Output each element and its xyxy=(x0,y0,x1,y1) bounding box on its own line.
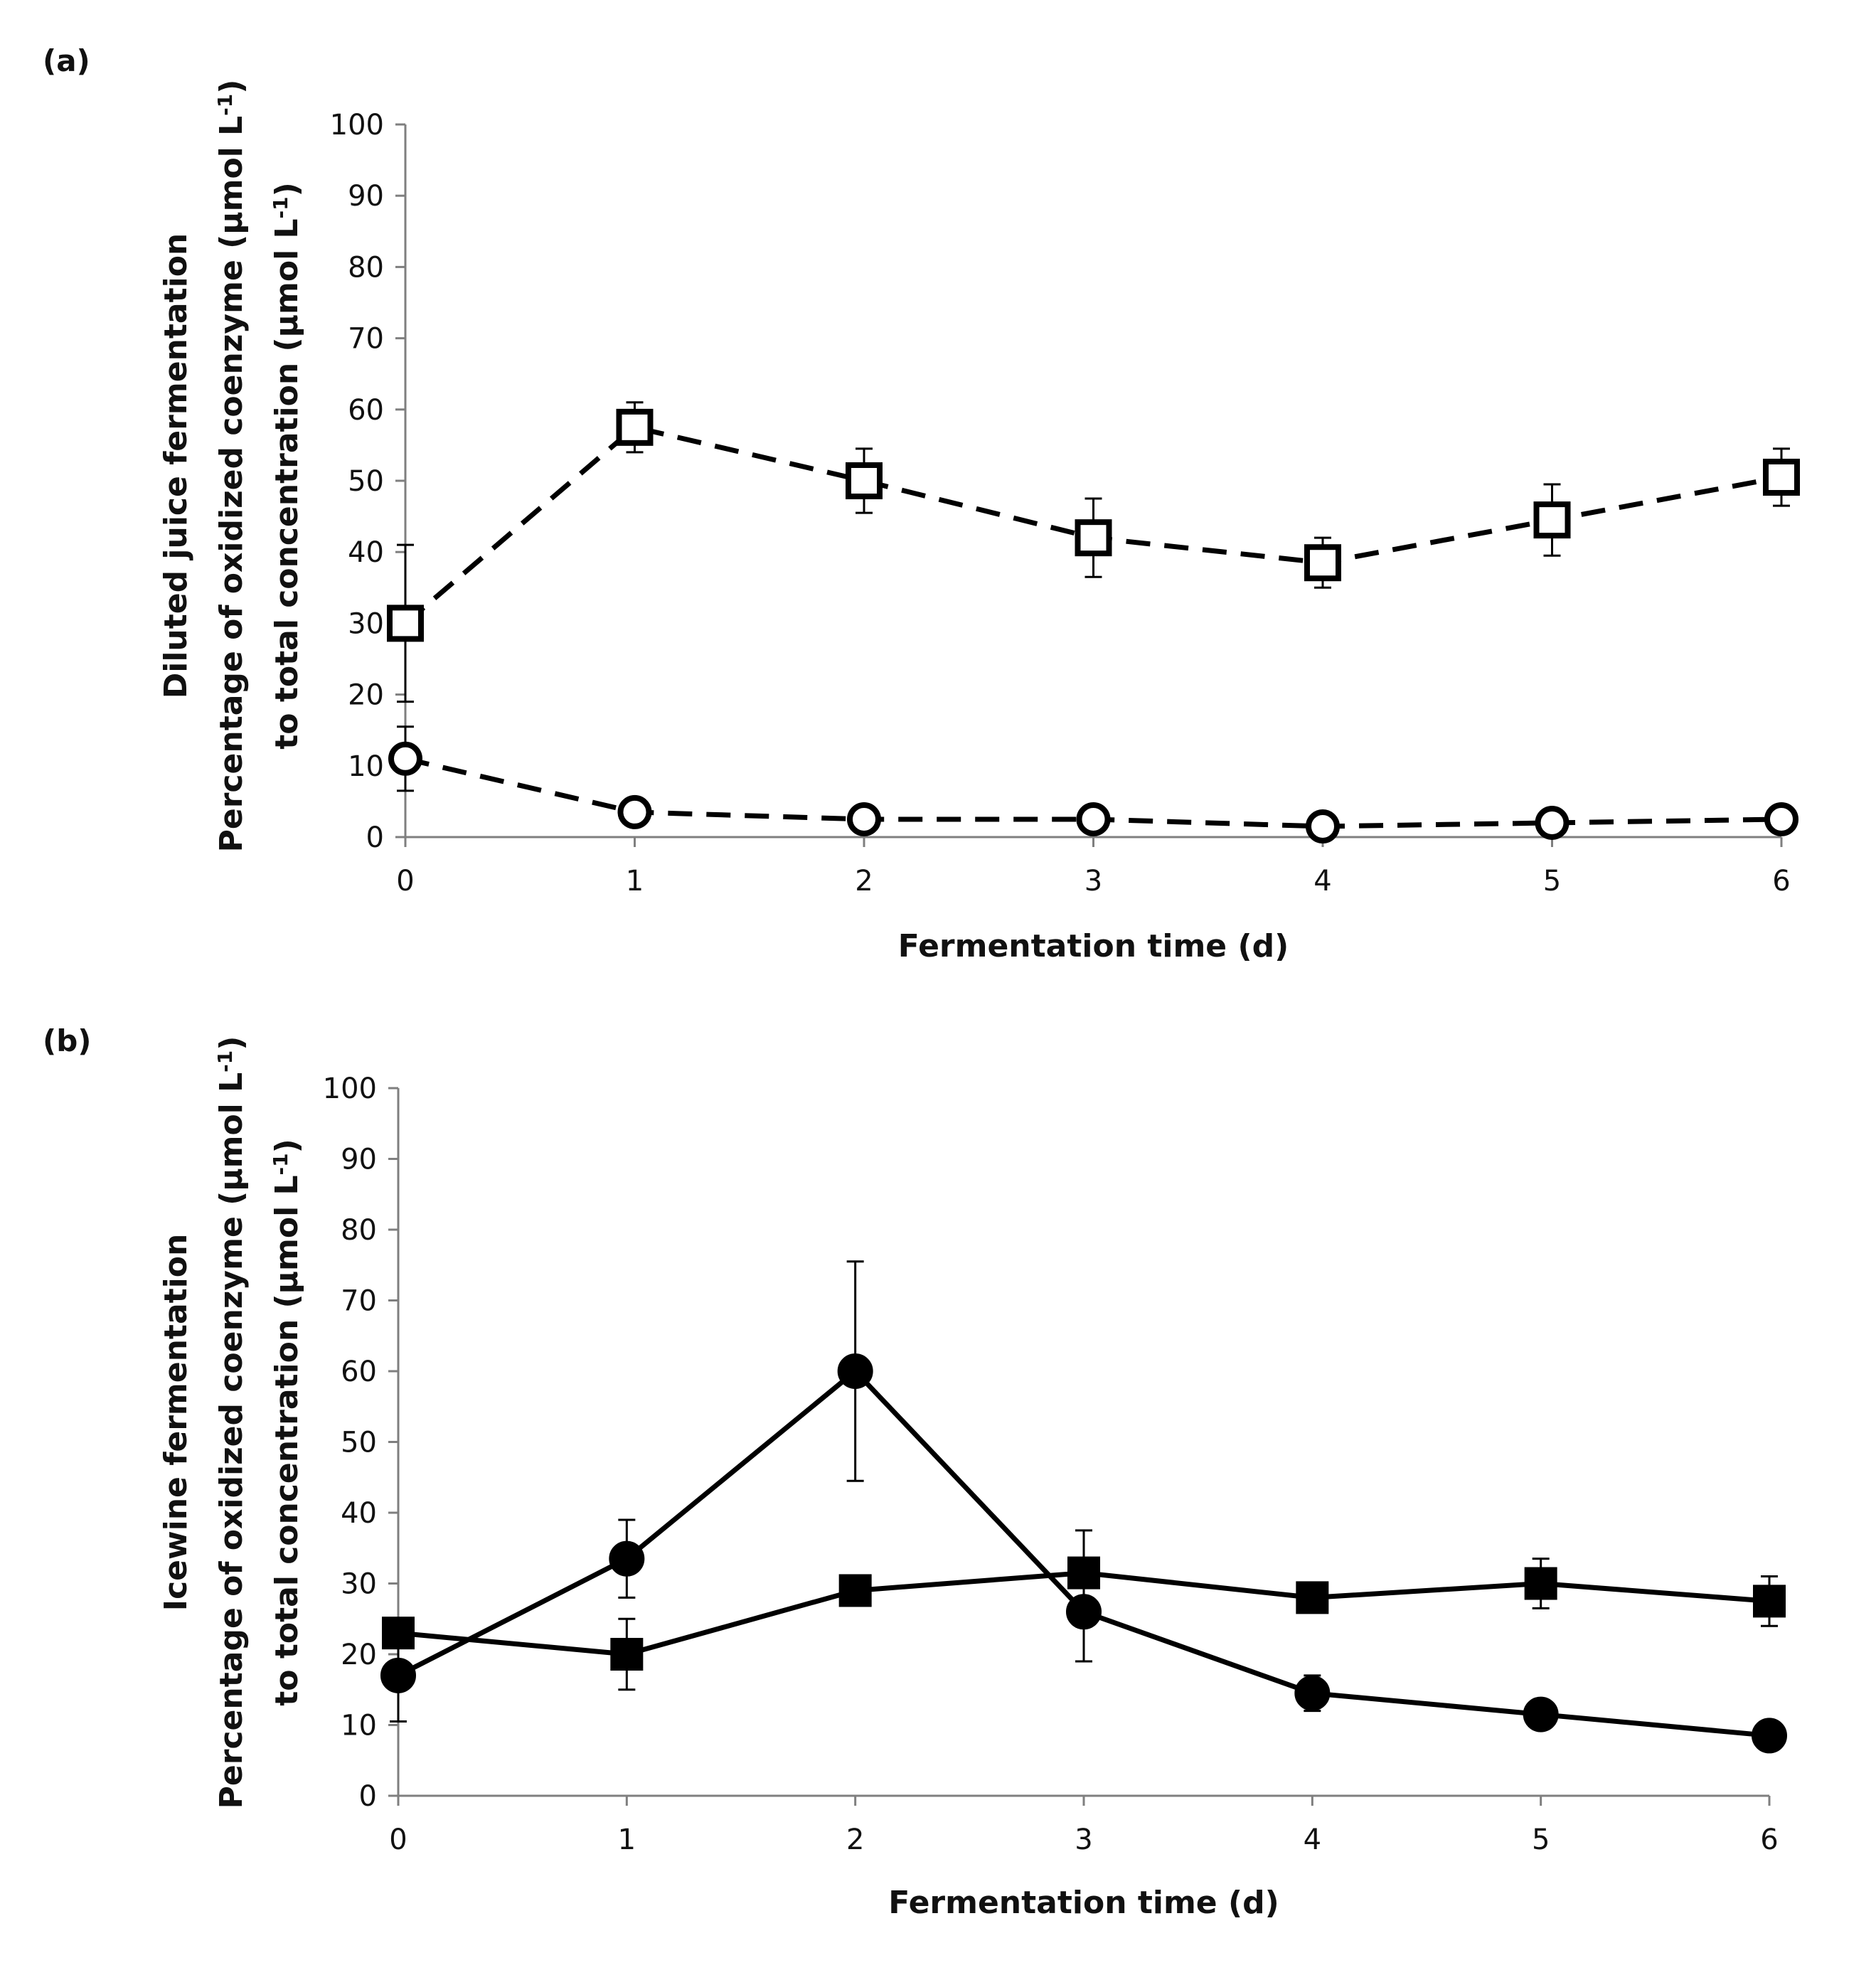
data-point xyxy=(1294,1675,1331,1711)
data-point xyxy=(387,605,424,642)
data-point xyxy=(1523,1696,1559,1732)
data-point xyxy=(1535,805,1569,840)
y-tick-label: 50 xyxy=(348,465,384,498)
y-tick-label: 70 xyxy=(341,1285,377,1318)
data-point xyxy=(1076,802,1111,836)
panel-label: (b) xyxy=(43,1023,91,1058)
data-point xyxy=(1753,1585,1786,1618)
x-tick-label: 6 xyxy=(1760,1824,1778,1856)
data-point xyxy=(1763,458,1800,496)
y-tick-label: 30 xyxy=(341,1568,377,1601)
y-axis-title-line: Icewine fermentation xyxy=(158,1234,194,1612)
data-point xyxy=(846,462,883,499)
x-axis-title: Fermentation time (d) xyxy=(888,1885,1279,1921)
data-point xyxy=(837,1353,873,1389)
y-axis-title-line: to total concentration (μmol L-1) xyxy=(269,1139,305,1705)
series-open-square-dashed xyxy=(387,401,1800,703)
x-tick-label: 4 xyxy=(1313,865,1331,898)
series-open-circle-dashed xyxy=(388,725,1798,843)
data-point xyxy=(1296,1581,1329,1614)
y-tick-label: 30 xyxy=(348,607,384,640)
data-point xyxy=(610,1638,644,1671)
x-tick-label: 1 xyxy=(618,1824,636,1856)
x-tick-label: 5 xyxy=(1543,865,1561,898)
data-point xyxy=(1764,802,1798,836)
chart-panel-a: (a) 0 10 20 30 40 50 60 70 80 90 100 0 1 2 3 4 5 6 Fermenta… xyxy=(43,43,1800,964)
y-tick-label: 40 xyxy=(341,1497,377,1530)
data-point xyxy=(1306,809,1340,843)
data-point xyxy=(1067,1556,1100,1590)
y-tick-label: 80 xyxy=(341,1214,377,1247)
data-point xyxy=(382,1617,415,1650)
y-tick-label: 20 xyxy=(341,1639,377,1671)
y-axis-title-line: Percentage of oxidized coenzyme (μmol L-… xyxy=(213,1036,250,1809)
x-tick-label: 3 xyxy=(1075,1824,1092,1856)
x-tick-label: 1 xyxy=(626,865,644,898)
y-tick-label: 100 xyxy=(323,1072,377,1105)
y-axis-title-line: Percentage of oxidized coenzyme (μmol L-… xyxy=(213,80,250,853)
y-tick-label: 10 xyxy=(348,750,384,783)
data-point xyxy=(616,408,654,446)
x-tick-label: 2 xyxy=(855,865,873,898)
chart-panel-b: (b) 0 10 20 30 40 50 60 70 80 90 100 0 1 2 3 4 5 6 Fermenta… xyxy=(43,1023,1787,1921)
data-point xyxy=(617,794,652,829)
y-tick-label: 100 xyxy=(330,109,384,142)
series-filled-circle-solid xyxy=(380,1260,1787,1754)
y-tick-label: 50 xyxy=(341,1427,377,1459)
y-tick-label: 40 xyxy=(348,536,384,569)
data-point xyxy=(609,1540,645,1577)
panel-label: (a) xyxy=(43,43,90,78)
data-point xyxy=(388,741,422,776)
data-point xyxy=(1304,544,1341,582)
data-point xyxy=(847,802,881,836)
y-tick-label: 20 xyxy=(348,679,384,712)
y-tick-label: 60 xyxy=(341,1356,377,1388)
data-point xyxy=(1752,1718,1787,1754)
y-tick-label: 70 xyxy=(348,323,384,356)
x-tick-label: 2 xyxy=(846,1824,864,1856)
y-tick-label: 0 xyxy=(359,1780,377,1813)
data-point xyxy=(1524,1567,1557,1600)
y-tick-label: 90 xyxy=(341,1144,377,1176)
x-tick-label: 4 xyxy=(1304,1824,1321,1856)
data-point xyxy=(1075,519,1112,557)
x-tick-label: 0 xyxy=(389,1824,407,1856)
x-tick-label: 0 xyxy=(396,865,414,898)
data-point xyxy=(1533,501,1571,539)
y-tick-label: 0 xyxy=(366,821,384,854)
x-tick-label: 5 xyxy=(1532,1824,1550,1856)
y-axis-title-line: to total concentration (μmol L-1) xyxy=(269,182,305,749)
y-tick-label: 80 xyxy=(348,251,384,284)
y-tick-label: 10 xyxy=(341,1710,377,1742)
y-tick-label: 60 xyxy=(348,394,384,427)
series-filled-square-solid xyxy=(382,1529,1786,1691)
x-tick-label: 6 xyxy=(1772,865,1790,898)
y-axis-title-line: Diluted juice fermentation xyxy=(158,233,194,699)
x-axis-title: Fermentation time (d) xyxy=(898,928,1289,964)
data-point xyxy=(838,1574,872,1607)
x-tick-label: 3 xyxy=(1084,865,1102,898)
data-point xyxy=(380,1657,416,1693)
y-tick-label: 90 xyxy=(348,180,384,213)
